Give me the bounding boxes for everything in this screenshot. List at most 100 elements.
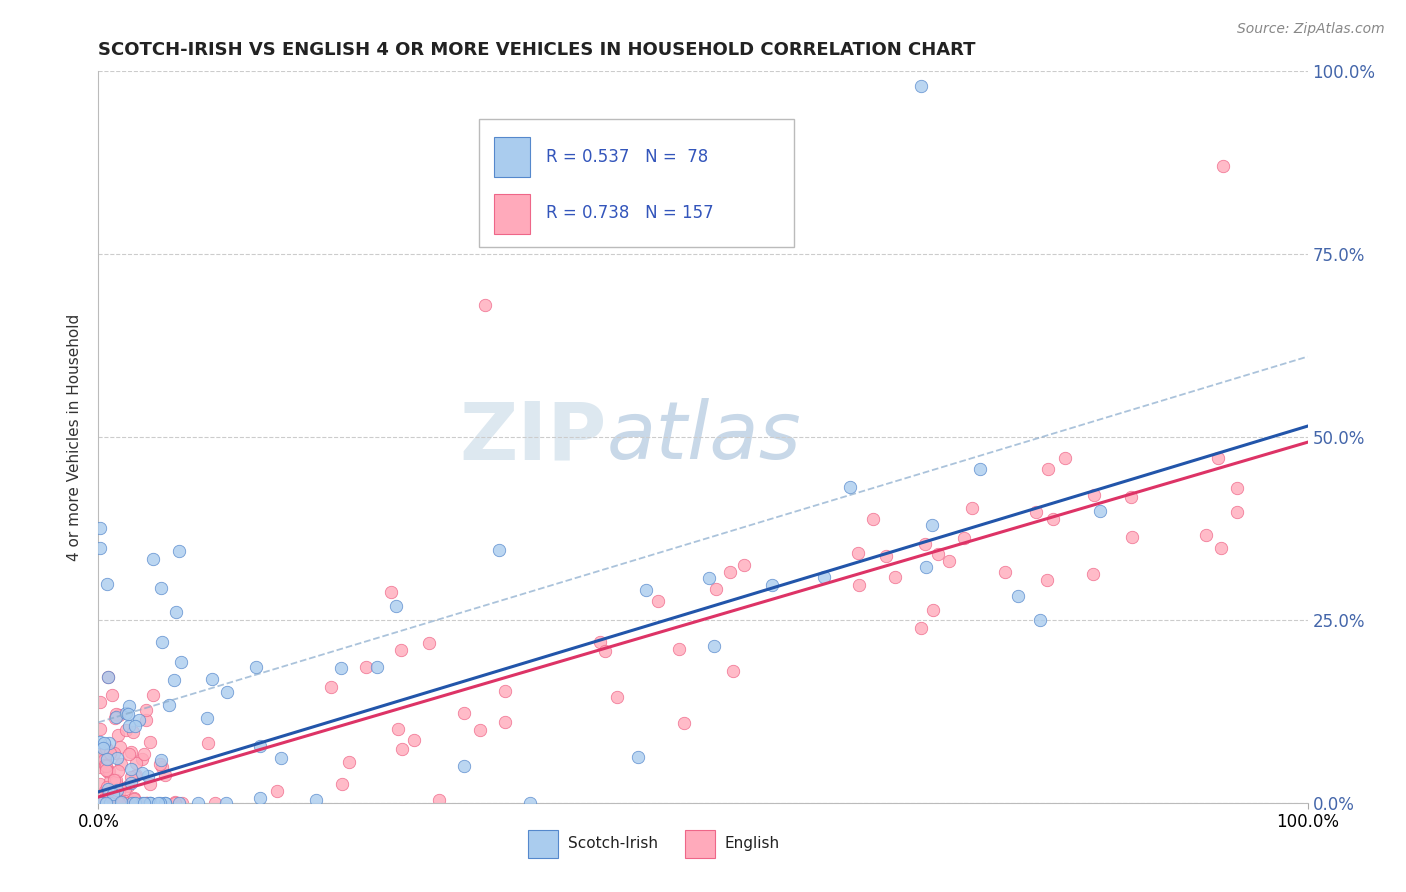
Point [104,710,127,724]
Point [94,753,117,767]
Y-axis label: 4 or more Vehicles in Household: 4 or more Vehicles in Household [67,313,83,561]
Point [270,751,292,765]
Point [329,661,352,675]
Point [163,795,186,809]
Point [135,703,157,717]
Point [960,500,983,515]
Point [108,740,131,755]
Point [105,790,128,805]
Point [96,742,118,756]
Point [117,796,139,810]
Point [91,741,114,756]
Point [135,796,157,810]
Point [138,796,160,810]
Point [125,768,148,782]
Point [101,796,124,810]
Point [96,741,118,756]
Point [98,796,121,810]
Point [149,753,172,767]
Point [98,736,121,750]
Point [104,796,127,810]
Text: ZIP: ZIP [458,398,606,476]
Point [105,783,128,797]
Point [1226,481,1249,495]
Point [110,796,132,810]
Point [201,673,224,687]
Point [453,759,475,773]
Point [101,688,124,702]
Point [875,549,897,564]
Point [118,796,141,810]
Point [124,796,146,810]
Point [135,796,157,810]
Point [104,711,127,725]
Point [1083,487,1105,501]
Point [1081,567,1104,582]
Point [115,706,138,720]
Point [389,643,412,657]
Point [89,777,111,791]
Point [115,796,138,810]
Point [153,796,176,810]
Text: SCOTCH-IRISH VS ENGLISH 4 OR MORE VEHICLES IN HOUSEHOLD CORRELATION CHART: SCOTCH-IRISH VS ENGLISH 4 OR MORE VEHICL… [98,41,976,59]
Point [101,787,124,801]
Point [97,781,120,796]
Point [593,644,616,658]
Point [89,521,111,535]
Point [245,660,267,674]
Point [330,777,353,791]
Point [94,796,117,810]
Text: R = 0.738   N = 157: R = 0.738 N = 157 [546,204,713,222]
Point [112,793,135,807]
Text: Source: ZipAtlas.com: Source: ZipAtlas.com [1237,22,1385,37]
Point [89,735,111,749]
Text: R = 0.537   N =  78: R = 0.537 N = 78 [546,148,709,166]
Point [337,755,360,769]
Point [488,542,510,557]
Point [139,796,162,810]
Point [97,796,120,810]
Point [110,757,132,772]
Point [96,796,118,810]
Point [157,698,180,713]
Point [125,756,148,770]
Point [150,582,173,596]
Point [94,746,117,760]
Point [703,640,725,654]
Point [718,565,741,579]
Point [150,760,173,774]
Point [118,698,141,713]
Point [761,578,783,592]
Point [104,707,127,722]
Point [98,774,121,789]
Point [96,763,118,777]
Point [96,752,118,766]
Point [914,560,936,574]
Point [519,796,541,810]
Point [148,796,170,810]
Point [105,796,128,810]
Point [105,796,128,810]
Point [97,670,120,684]
Point [387,723,409,737]
Point [172,796,194,810]
Point [89,796,111,810]
Point [148,796,170,810]
Point [647,594,669,608]
Point [131,752,153,766]
Point [124,769,146,783]
Point [94,796,117,810]
Point [96,786,118,800]
Point [94,758,117,772]
Point [108,707,131,722]
Point [1007,589,1029,603]
Point [197,736,219,750]
Point [846,546,869,560]
Point [668,642,690,657]
Point [215,796,238,810]
Point [97,764,120,779]
Point [215,685,238,699]
Point [606,690,628,704]
Point [249,739,271,754]
Point [121,796,143,810]
